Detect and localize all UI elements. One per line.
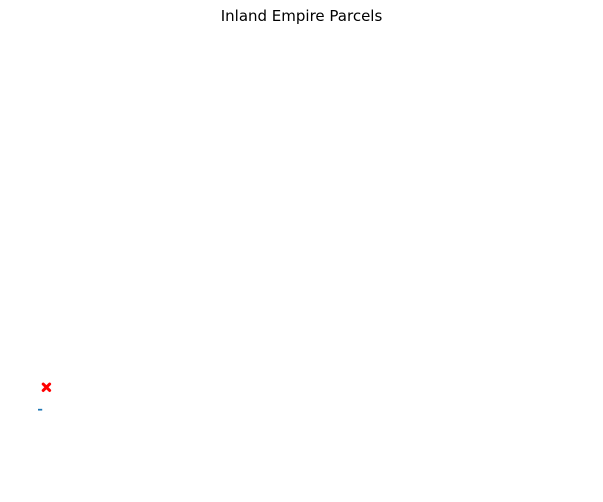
x-marker-icon: [41, 382, 52, 392]
parcel-shape: [38, 408, 43, 411]
map-title: Inland Empire Parcels: [220, 7, 383, 25]
